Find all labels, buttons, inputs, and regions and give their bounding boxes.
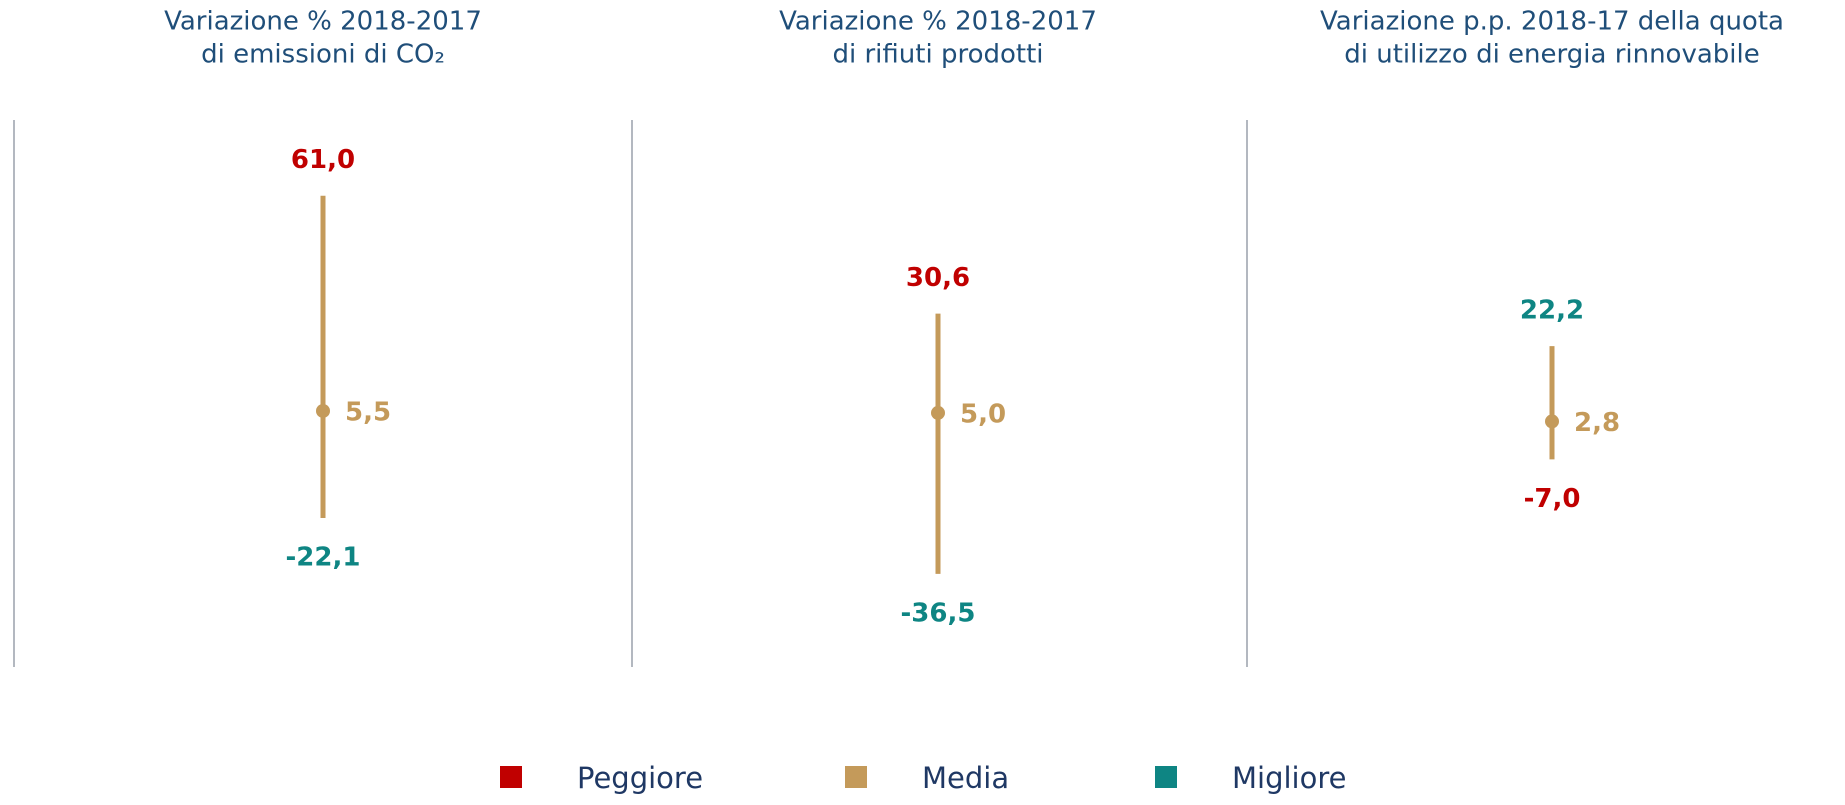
panel-title: di rifiuti prodotti bbox=[833, 40, 1044, 70]
value-label: -36,5 bbox=[901, 598, 976, 628]
legend-label: Peggiore bbox=[577, 761, 703, 795]
legend-swatch bbox=[500, 766, 522, 788]
panel-title: Variazione % 2018-2017 bbox=[164, 7, 482, 37]
value-label: 61,0 bbox=[291, 145, 355, 175]
legend-label: Migliore bbox=[1232, 761, 1346, 795]
mean-dot bbox=[931, 405, 945, 420]
value-label: -7,0 bbox=[1524, 484, 1581, 514]
panel-title: di emissioni di CO₂ bbox=[201, 40, 445, 70]
value-label: 2,8 bbox=[1574, 408, 1620, 438]
panel-title: Variazione % 2018-2017 bbox=[779, 7, 1097, 37]
panel-title: Variazione p.p. 2018-17 della quota bbox=[1320, 7, 1784, 37]
mean-dot bbox=[316, 403, 330, 418]
value-label: 5,0 bbox=[960, 399, 1006, 429]
legend-swatch bbox=[1155, 766, 1177, 788]
legend-swatch bbox=[845, 766, 867, 788]
mean-dot bbox=[1545, 414, 1559, 429]
value-label: 22,2 bbox=[1520, 296, 1584, 326]
value-label: -22,1 bbox=[286, 543, 361, 573]
value-label: 30,6 bbox=[906, 263, 970, 293]
legend-label: Media bbox=[922, 761, 1009, 795]
value-label: 5,5 bbox=[345, 397, 391, 427]
panel-title: di utilizzo di energia rinnovabile bbox=[1344, 40, 1759, 70]
